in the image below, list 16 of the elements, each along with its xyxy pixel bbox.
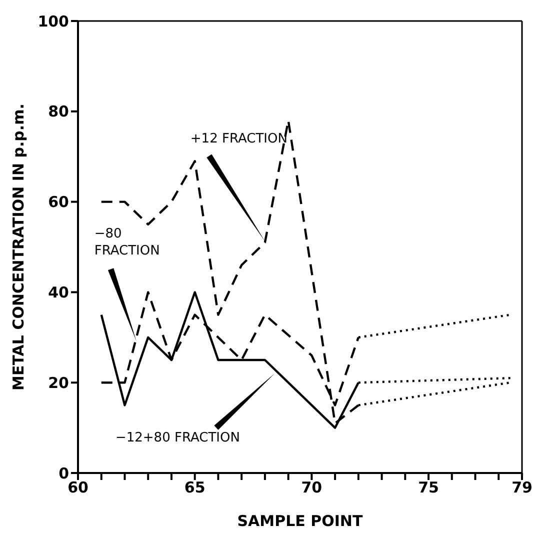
y-tick-label: 80 — [48, 102, 69, 121]
text: −12+80 FRACTION — [115, 430, 240, 446]
y-tick-label: 20 — [48, 374, 69, 392]
x-tick-label: 79 — [512, 478, 532, 497]
y-tick-label: 60 — [48, 193, 69, 212]
x-tick-label: 65 — [184, 478, 206, 497]
y-tick-label: 100 — [38, 12, 69, 30]
y-tick-label: 0 — [58, 464, 69, 482]
x-tick-label: 70 — [301, 478, 322, 497]
y-tick-label: 40 — [48, 284, 69, 302]
x-axis-title: SAMPLE POINT — [237, 512, 364, 530]
series-label: +12 FRACTION — [190, 131, 288, 146]
x-tick-label: 75 — [418, 478, 439, 497]
y-axis-title: METAL CONCENTRATION IN p.p.m. — [9, 104, 28, 390]
x-tick-label: 60 — [68, 478, 88, 497]
text: −80 FRACTION — [94, 226, 160, 258]
